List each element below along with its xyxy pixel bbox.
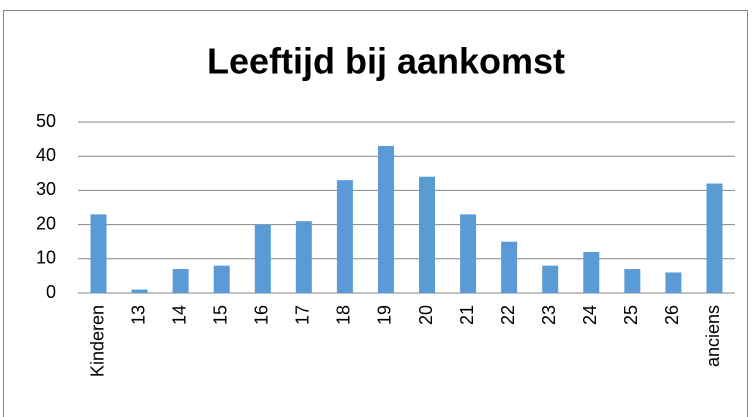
x-tick-label: 18 <box>334 305 354 325</box>
bar <box>542 265 559 293</box>
bar <box>706 183 723 293</box>
bar <box>295 221 312 293</box>
bar <box>583 251 600 293</box>
bar <box>213 265 230 293</box>
bar <box>377 145 394 293</box>
x-tick-label: 15 <box>210 305 230 325</box>
x-tick-label: 25 <box>621 305 641 325</box>
x-tick-label: 20 <box>416 305 436 325</box>
y-tick-label: 0 <box>46 282 56 302</box>
y-tick-label: 30 <box>36 179 56 199</box>
x-tick-label: 26 <box>662 305 682 325</box>
x-tick-label: 22 <box>498 305 518 325</box>
bar <box>501 241 518 293</box>
x-tick-label: 13 <box>128 305 148 325</box>
x-tick-label: 14 <box>169 305 189 325</box>
bar <box>336 180 353 293</box>
y-tick-label: 10 <box>36 248 56 268</box>
x-tick-label: 16 <box>252 305 272 325</box>
bar <box>90 214 107 293</box>
y-tick-label: 40 <box>36 145 56 165</box>
bar <box>172 269 189 293</box>
y-tick-label: 20 <box>36 213 56 233</box>
chart-title: Leeftijd bij aankomst <box>207 41 565 82</box>
y-tick-label: 50 <box>36 111 56 131</box>
chart-border <box>3 10 748 417</box>
bar <box>254 224 271 293</box>
x-tick-label: 24 <box>580 305 600 325</box>
bar <box>624 269 641 293</box>
x-tick-label: 19 <box>375 305 395 325</box>
x-tick-label: anciens <box>703 305 723 367</box>
bar <box>460 214 477 293</box>
bar <box>131 289 148 293</box>
bar <box>665 272 682 293</box>
x-tick-label: 21 <box>457 305 477 325</box>
bar <box>419 176 436 293</box>
x-tick-label: Kinderen <box>87 305 107 377</box>
x-tick-label: 23 <box>539 305 559 325</box>
x-tick-label: 17 <box>293 305 313 325</box>
